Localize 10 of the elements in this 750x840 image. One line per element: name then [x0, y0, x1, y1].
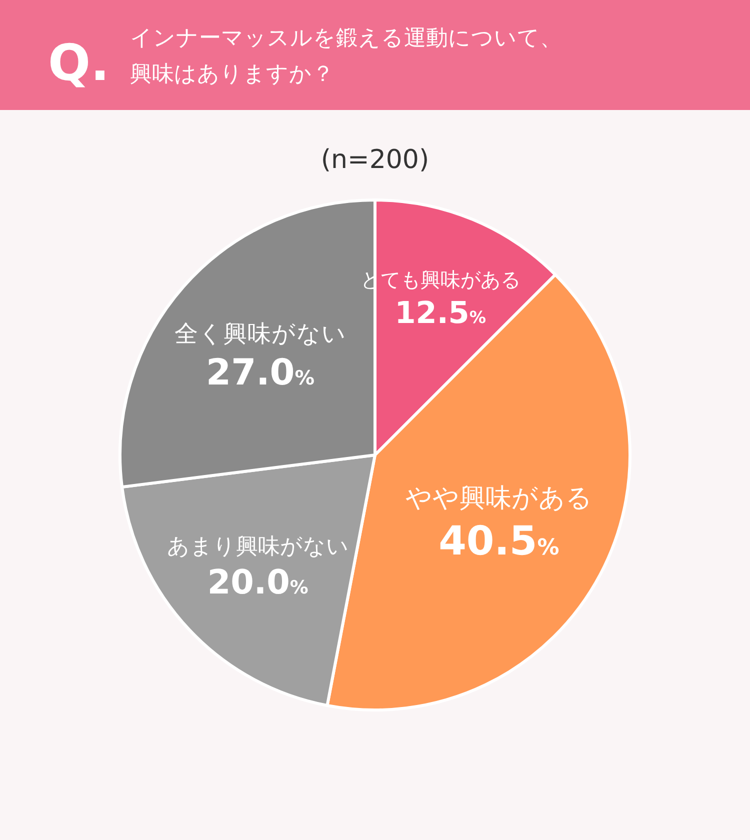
- data-label: 12.5%: [394, 296, 486, 331]
- text: Q.: [48, 34, 110, 92]
- data-label: 20.0%: [207, 562, 308, 602]
- data-label: 40.5%: [438, 518, 560, 565]
- slice-label: あまり興味がない: [166, 533, 349, 560]
- chart-subtitle: (n=200): [320, 145, 430, 175]
- slice-label: 全く興味がない: [174, 319, 346, 348]
- chart-title: インナーマッスルを鍛える運動について、興味はありますか？: [130, 26, 562, 87]
- data-label: 27.0%: [206, 352, 315, 394]
- slice-label: やや興味がある: [405, 484, 592, 514]
